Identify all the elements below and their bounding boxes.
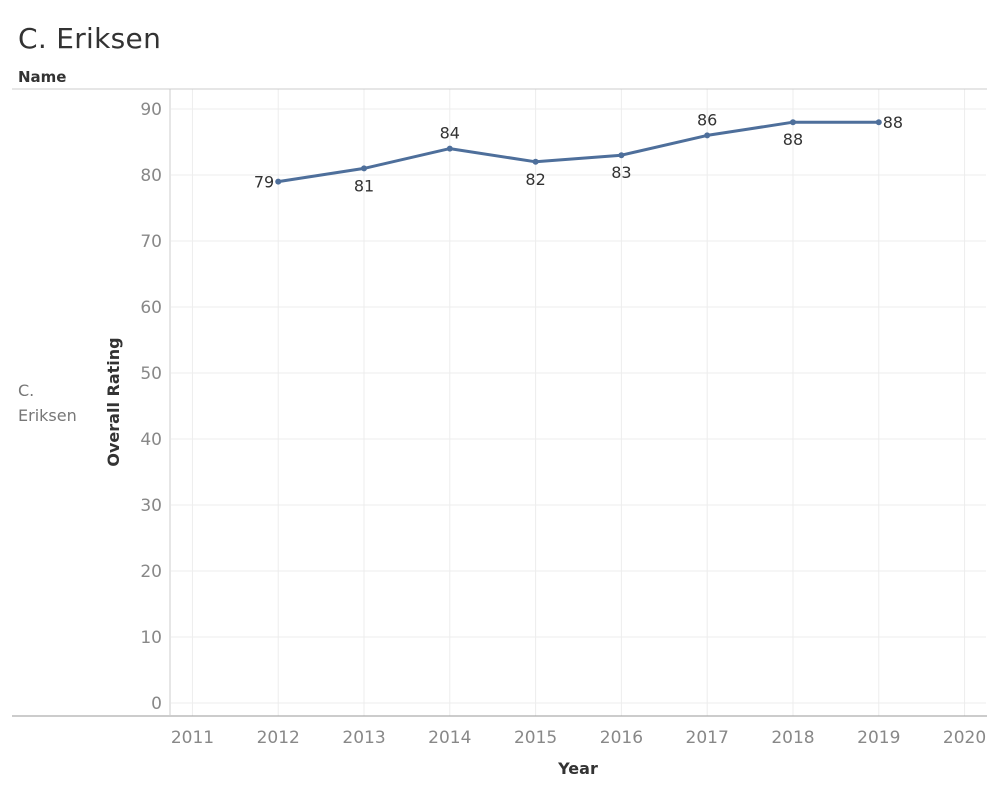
y-tick-label: 60 — [140, 298, 162, 318]
x-tick-label: 2013 — [342, 728, 385, 748]
x-tick-label: 2020 — [943, 728, 986, 748]
series-line — [278, 120, 879, 184]
y-tick-label: 90 — [140, 100, 162, 120]
x-tick-label: 2017 — [686, 728, 729, 748]
y-axis-ticks: 0 10 20 30 40 50 60 70 80 90 — [140, 100, 162, 714]
y-tick-label: 70 — [140, 232, 162, 252]
data-label: 88 — [883, 113, 903, 132]
x-axis-ticks: 2011 2012 2013 2014 2015 2016 2017 2018 2019 2020 — [171, 728, 986, 748]
y-tick-label: 0 — [151, 694, 162, 714]
data-label: 82 — [525, 170, 545, 189]
x-tick-label: 2015 — [514, 728, 557, 748]
x-tick-label: 2012 — [257, 728, 300, 748]
x-tick-label: 2014 — [428, 728, 471, 748]
y-axis-title: Overall Rating — [104, 337, 123, 466]
data-label: 81 — [354, 176, 374, 195]
row-label: C. Eriksen — [18, 381, 77, 425]
series-layer — [275, 119, 882, 185]
data-point — [361, 165, 368, 172]
y-tick-label: 20 — [140, 562, 162, 582]
x-tick-label: 2016 — [600, 728, 643, 748]
x-tick-label: 2019 — [857, 728, 900, 748]
y-tick-label: 10 — [140, 628, 162, 648]
data-label: 79 — [254, 173, 274, 192]
data-label: 84 — [440, 124, 460, 143]
x-tick-label: 2018 — [771, 728, 814, 748]
data-label: 88 — [783, 130, 803, 149]
data-point — [704, 132, 711, 139]
data-label: 83 — [611, 163, 631, 182]
data-point — [789, 119, 796, 126]
data-point — [532, 158, 539, 165]
data-point — [275, 178, 282, 185]
y-tick-label: 50 — [140, 364, 162, 384]
data-label: 86 — [697, 110, 717, 129]
chart-title: C. Eriksen — [18, 22, 162, 55]
data-point — [875, 119, 882, 126]
y-tick-label: 80 — [140, 166, 162, 186]
data-point — [446, 145, 453, 152]
data-labels: 79 81 84 82 83 86 88 88 — [254, 110, 903, 195]
gridlines — [171, 89, 986, 716]
row-header-name: Name — [18, 68, 67, 86]
y-tick-label: 40 — [140, 430, 162, 450]
x-tick-label: 2011 — [171, 728, 214, 748]
x-axis-title: Year — [557, 759, 598, 778]
data-point — [618, 152, 625, 159]
y-tick-label: 30 — [140, 496, 162, 516]
